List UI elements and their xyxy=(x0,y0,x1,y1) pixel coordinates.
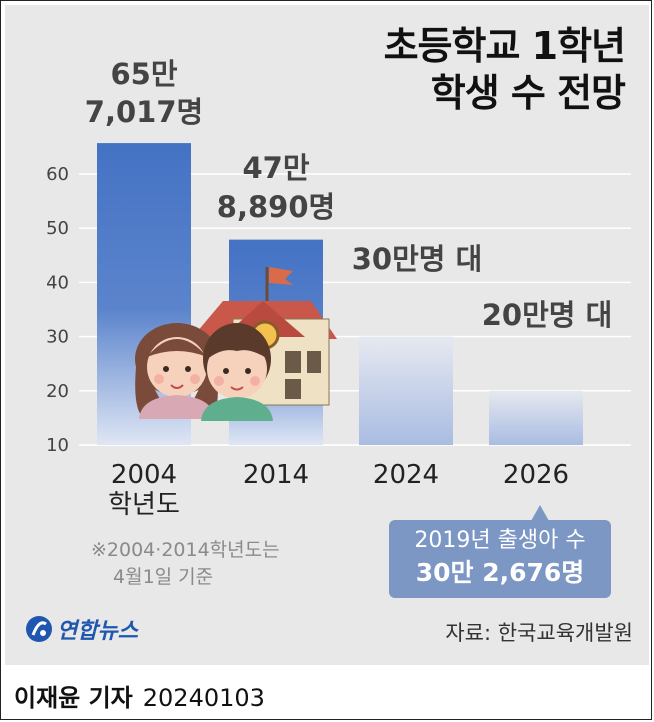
callout-value: 30만 2,676명 xyxy=(415,558,585,587)
y-tick-label: 20 xyxy=(46,381,69,402)
y-tick-label: 60 xyxy=(46,164,69,185)
y-tick-label: 30 xyxy=(46,327,69,348)
credit-line: 이재윤 기자 20240103 xyxy=(14,678,265,713)
data-label: 30만명 대 xyxy=(352,242,483,276)
chart-title: 초등학교 1학년 학생 수 전망 xyxy=(383,23,626,117)
data-label: 47만 xyxy=(242,151,309,185)
x-tick-label: 2026 xyxy=(503,460,569,490)
footnote: ※2004·2014학년도는 4월1일 기준 xyxy=(91,537,280,591)
yonhap-emblem-icon xyxy=(26,616,52,642)
x-tick-label: 학년도 xyxy=(108,490,180,520)
students-school-illustration xyxy=(135,267,337,421)
callout-label: 2019년 출생아 수 xyxy=(414,528,586,553)
birth-count-callout: 2019년 출생아 수 30만 2,676명 xyxy=(389,520,611,598)
data-label: 20만명 대 xyxy=(482,298,613,332)
y-tick-label: 50 xyxy=(46,218,69,239)
girl-student-icon xyxy=(135,323,219,419)
callout-pointer xyxy=(531,505,549,521)
y-tick-label: 10 xyxy=(46,435,69,456)
publish-date: 20240103 xyxy=(142,684,265,712)
title-line: 초등학교 1학년 xyxy=(383,24,626,68)
footnote-line: ※2004·2014학년도는 xyxy=(91,539,280,561)
data-label: 8,890명 xyxy=(217,190,335,224)
source-text: 자료: 한국교육개발원 xyxy=(445,621,633,645)
x-tick-label: 2024 xyxy=(373,460,439,490)
logo-wordmark: 연합뉴스 xyxy=(57,619,138,644)
x-tick-label: 2014 xyxy=(243,460,309,490)
yonhap-logo: 연합뉴스 xyxy=(25,613,138,645)
boy-student-icon xyxy=(201,323,273,421)
y-tick-label: 40 xyxy=(46,272,69,293)
title-line: 학생 수 전망 xyxy=(430,71,626,115)
reporter-name: 이재윤 기자 xyxy=(14,684,133,712)
bar xyxy=(359,336,453,445)
bar xyxy=(489,390,583,445)
x-tick-label: 2004 xyxy=(111,460,177,490)
data-label: 7,017명 xyxy=(85,95,203,129)
data-label: 65만 xyxy=(110,57,177,91)
footnote-line: 4월1일 기준 xyxy=(113,566,214,588)
